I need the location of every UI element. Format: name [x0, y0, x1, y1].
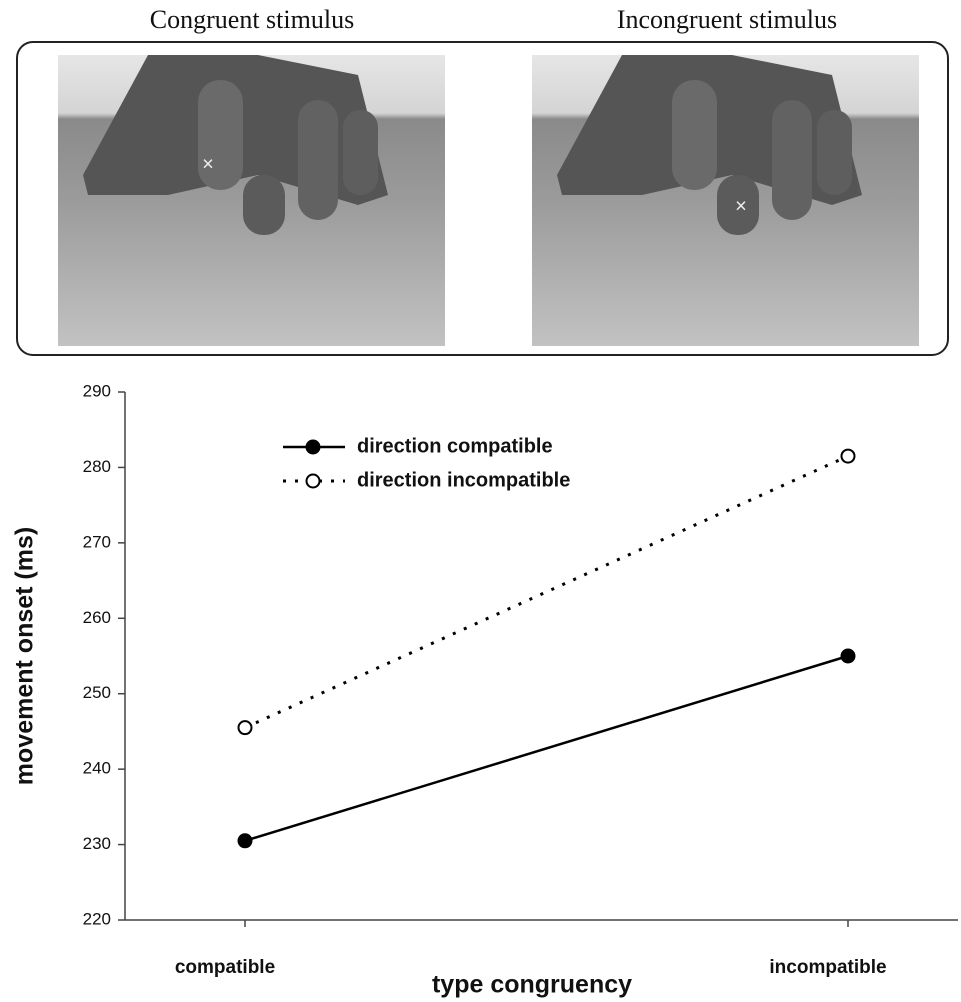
- data-point: [237, 720, 253, 736]
- x-axis-label: type congruency: [432, 971, 632, 999]
- y-tick-label: 220: [83, 909, 111, 928]
- y-tick-label: 270: [83, 532, 111, 551]
- legend-label: direction compatible: [357, 435, 553, 457]
- legend-marker: [305, 439, 321, 455]
- stimulus-photo: ×: [532, 55, 919, 346]
- series-line: [244, 454, 849, 730]
- y-tick-label: 250: [83, 683, 111, 702]
- stimulus-title: Incongruent stimulus: [617, 5, 837, 34]
- y-tick-label: 260: [83, 608, 111, 627]
- legend-marker: [305, 473, 321, 489]
- x-tick-label: compatible: [175, 957, 275, 978]
- y-tick-label: 240: [83, 759, 111, 778]
- x-tick-label: incompatible: [769, 957, 886, 978]
- stimulus-photo: ×: [58, 55, 445, 346]
- stimulus-title: Congruent stimulus: [150, 5, 354, 34]
- y-tick-label: 230: [83, 834, 111, 853]
- y-axis-label: movement onset (ms): [11, 527, 39, 785]
- svg-text:×: ×: [735, 195, 747, 217]
- legend-label: direction incompatible: [357, 469, 570, 491]
- data-point: [840, 448, 856, 464]
- svg-text:×: ×: [202, 153, 214, 175]
- y-tick-label: 290: [83, 381, 111, 400]
- y-tick-label: 280: [83, 457, 111, 476]
- stimulus-panel: [16, 41, 949, 356]
- series-line: [244, 654, 849, 842]
- data-point: [237, 833, 253, 849]
- data-point: [840, 648, 856, 664]
